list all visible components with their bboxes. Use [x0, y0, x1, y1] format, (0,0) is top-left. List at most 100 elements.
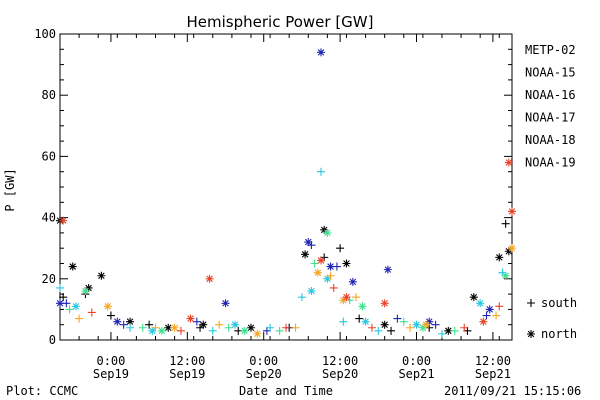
legend-entry: METP-02 [525, 43, 576, 57]
north-point [380, 299, 389, 308]
x-tick-time-label: 12:00 [169, 354, 205, 368]
north-point [304, 238, 313, 247]
north-point [485, 305, 494, 314]
south-point [106, 311, 115, 320]
x-tick-time-label: 12:00 [322, 354, 358, 368]
north-point [476, 299, 485, 308]
north-point [186, 314, 195, 323]
south-point [406, 323, 415, 332]
legend-entry: NOAA-19 [525, 156, 576, 170]
asterisk-marker-icon [527, 330, 535, 338]
north-point [317, 256, 326, 265]
south-point [355, 314, 364, 323]
south-point [151, 323, 160, 332]
south-point [437, 329, 446, 338]
x-tick-date-label: Sep19 [93, 367, 129, 381]
south-point [492, 311, 501, 320]
north-point [81, 287, 90, 296]
x-tick-date-label: Sep21 [398, 367, 434, 381]
data-points [56, 48, 516, 338]
north-point [56, 299, 64, 308]
plot-frame [59, 33, 513, 341]
y-tick-label: 80 [42, 88, 56, 102]
south-point [387, 326, 396, 335]
y-axis: 0 20 40 60 80 100 [34, 27, 512, 347]
north-point [425, 317, 434, 326]
legend: METP-02 NOAA-15 NOAA-16 NOAA-17 NOAA-18 NOAA-… [525, 43, 577, 341]
chart-title: Hemispheric Power [GW] [187, 13, 374, 31]
south-point [367, 323, 376, 332]
south-point [495, 302, 504, 311]
north-point [313, 268, 322, 277]
south-point [339, 317, 348, 326]
south-point [87, 308, 96, 317]
north-point [361, 317, 370, 326]
x-tick-date-label: Sep20 [246, 367, 282, 381]
x-tick-date-label: Sep20 [322, 367, 358, 381]
legend-entry: NOAA-16 [525, 88, 576, 102]
north-point [68, 262, 77, 271]
north-point [320, 225, 329, 234]
legend-entry: NOAA-15 [525, 66, 576, 80]
south-point [393, 314, 402, 323]
x-tick-time-label: 0:00 [249, 354, 278, 368]
south-point [75, 314, 84, 323]
north-point [504, 247, 513, 256]
north-point [231, 320, 240, 329]
north-point [240, 326, 249, 335]
south-point [224, 323, 233, 332]
north-point [97, 271, 106, 280]
south-point [450, 326, 459, 335]
south-point [431, 320, 440, 329]
north-point [148, 326, 157, 335]
north-point [469, 293, 478, 302]
north-point [479, 317, 488, 326]
x-tick-date-label: Sep21 [475, 367, 511, 381]
south-point [65, 305, 74, 314]
plus-marker-icon [527, 299, 535, 307]
north-point [508, 207, 516, 216]
north-point [221, 299, 230, 308]
north-point [412, 320, 421, 329]
plot-timestamp: 2011/09/21 15:15:06 [444, 384, 581, 398]
y-axis-label: P [GW] [3, 168, 17, 211]
north-point [342, 259, 351, 268]
south-point [326, 271, 335, 280]
y-tick-label: 20 [42, 272, 56, 286]
south-point [145, 320, 154, 329]
south-point [138, 323, 147, 332]
south-point [482, 311, 491, 320]
north-point [84, 283, 93, 292]
south-point [59, 293, 68, 302]
south-point [297, 293, 306, 302]
north-point [501, 271, 510, 280]
north-point [444, 326, 453, 335]
north-point [307, 287, 316, 296]
y-tick-label: 60 [42, 149, 56, 163]
legend-entry: NOAA-18 [525, 133, 576, 147]
north-point [199, 320, 208, 329]
north-point [246, 323, 255, 332]
marker-legend-label: north [541, 327, 577, 341]
north-point [317, 48, 326, 57]
x-tick-date-label: Sep19 [169, 367, 205, 381]
north-point [253, 329, 262, 338]
south-point [126, 323, 135, 332]
south-point [329, 283, 338, 292]
north-point [495, 253, 504, 262]
north-point [59, 216, 68, 225]
north-point [358, 302, 367, 311]
x-axis: 0:00Sep1912:00Sep190:00Sep2012:00Sep200:… [59, 34, 511, 381]
north-point [71, 302, 80, 311]
south-point [192, 317, 201, 326]
south-point [119, 320, 128, 329]
legend-entry: NOAA-17 [525, 111, 576, 125]
south-point [399, 317, 408, 326]
south-point [208, 326, 217, 335]
north-point [326, 262, 335, 271]
x-axis-label: Date and Time [239, 384, 333, 398]
south-point [56, 283, 64, 292]
north-point [323, 228, 332, 237]
south-point [310, 259, 319, 268]
south-point [460, 323, 469, 332]
